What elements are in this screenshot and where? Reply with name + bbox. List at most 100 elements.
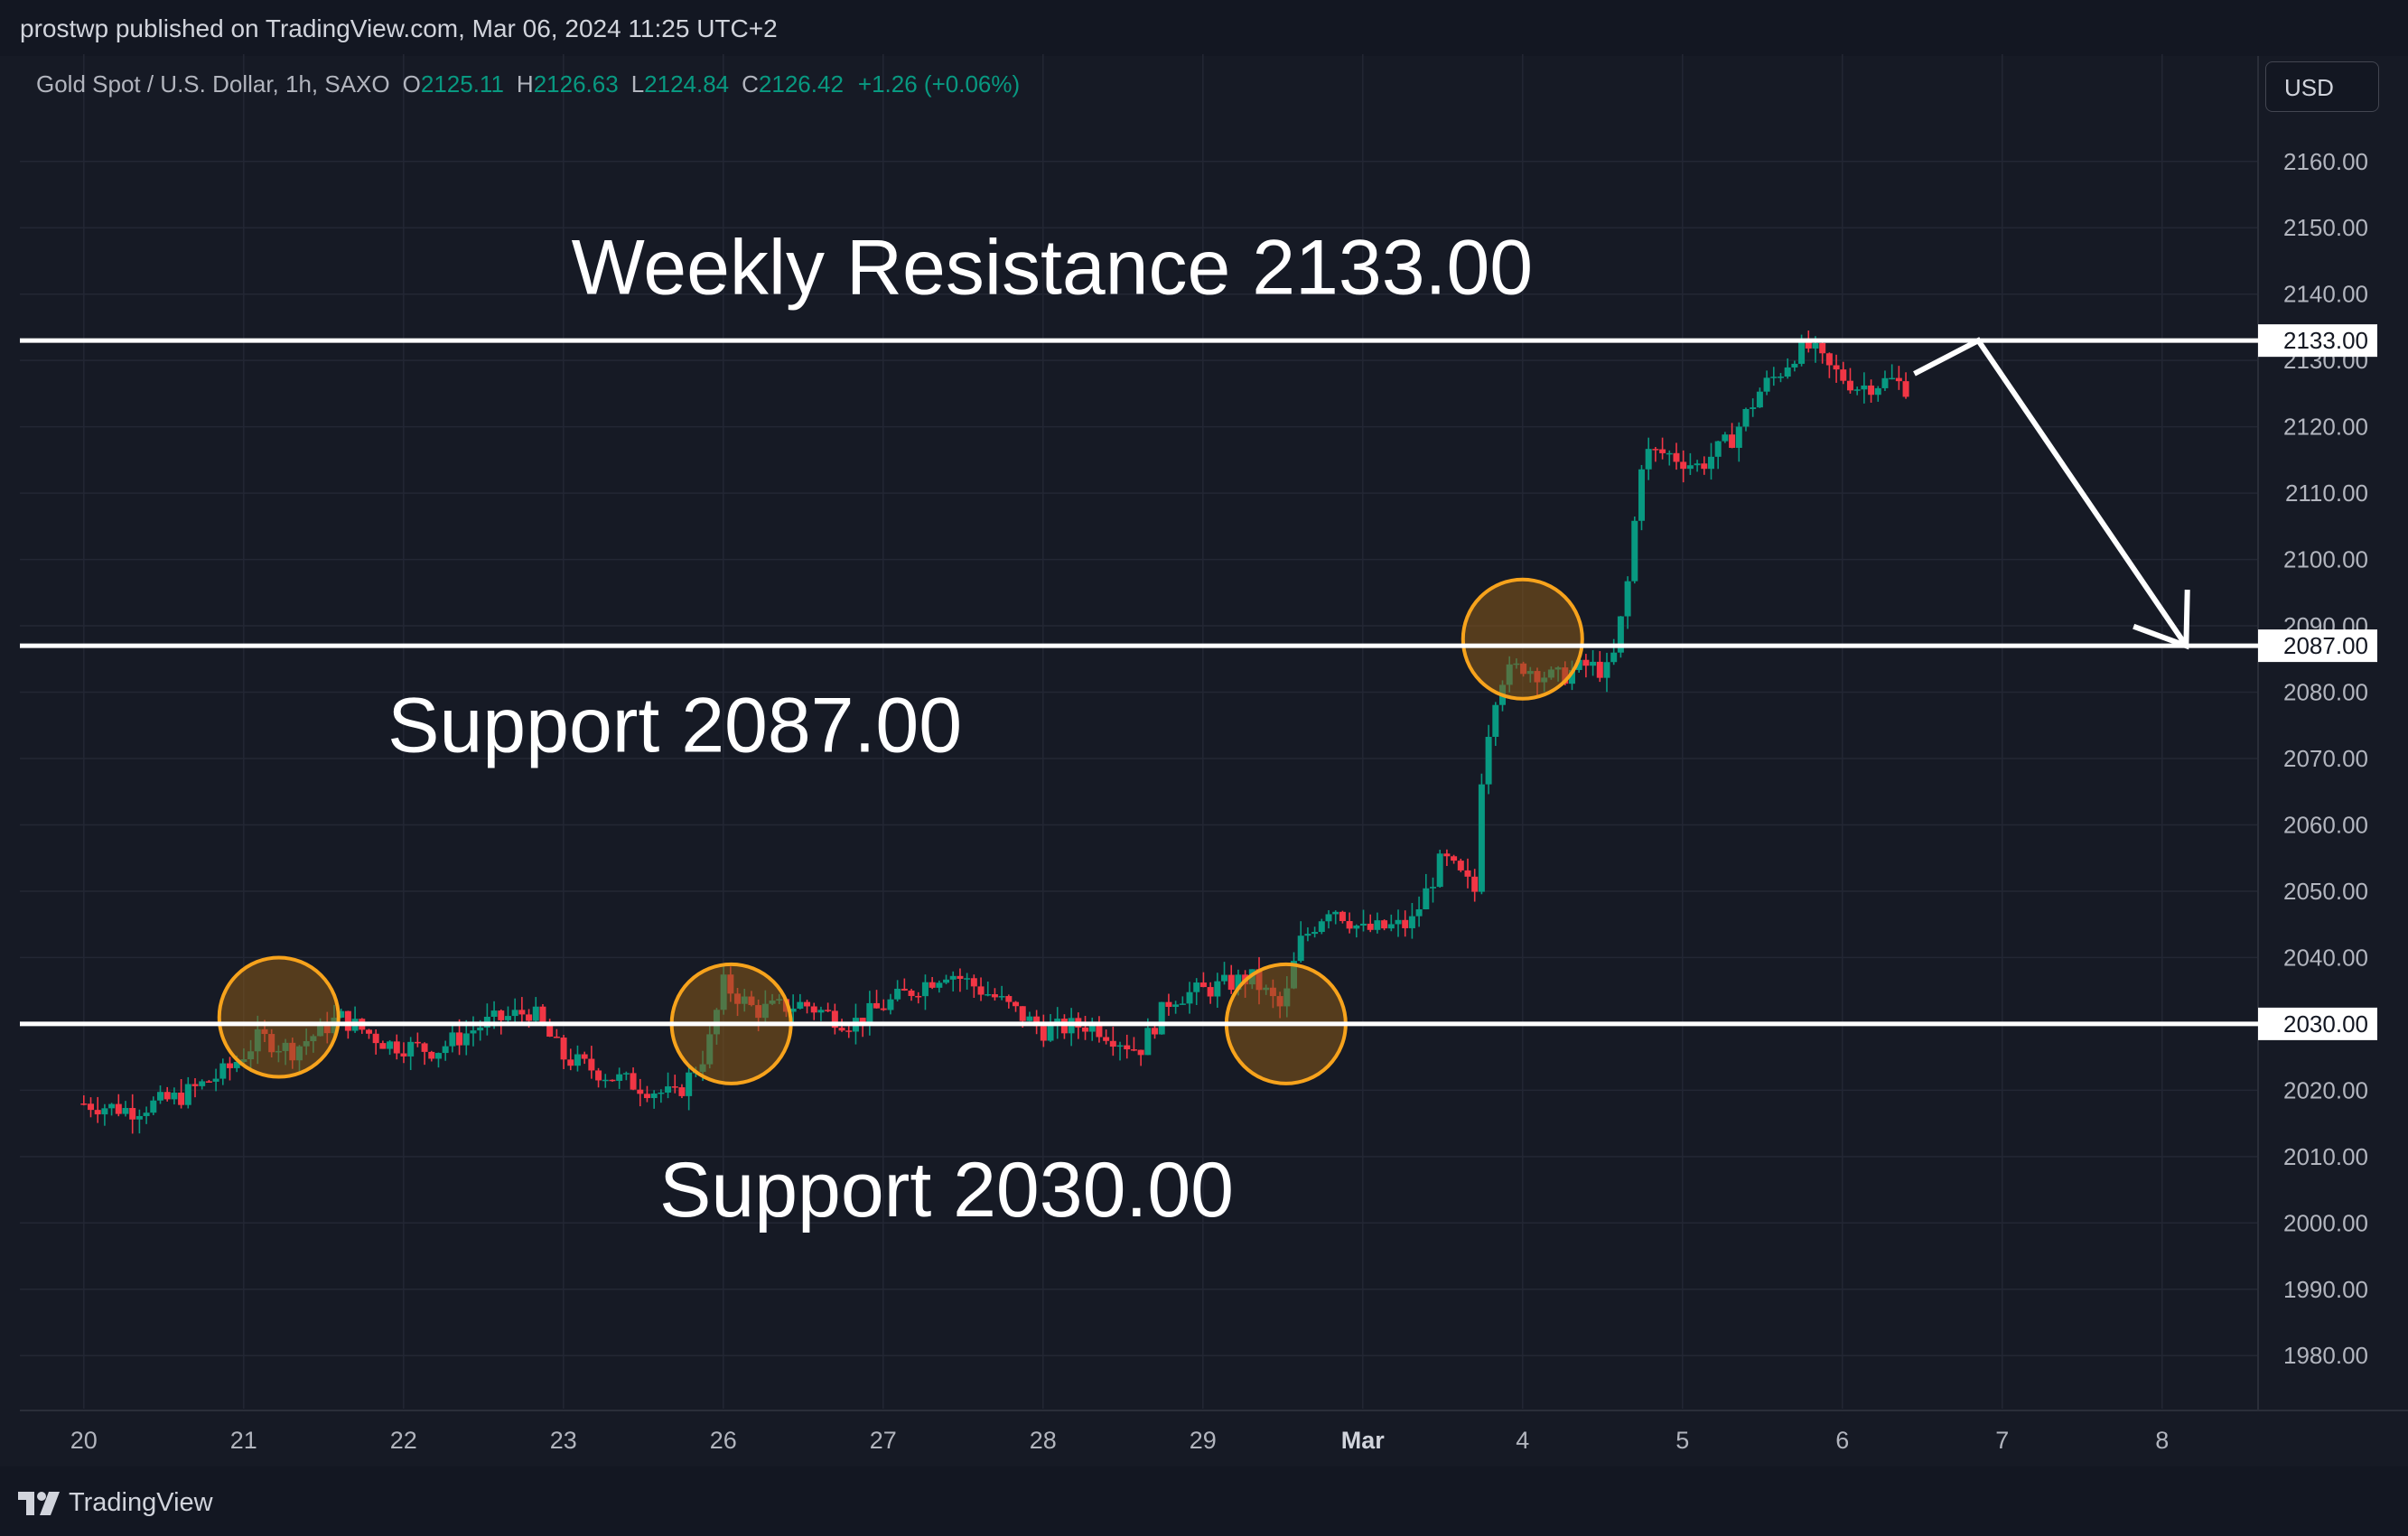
candle-body xyxy=(129,1108,136,1120)
candle xyxy=(80,1094,88,1106)
candle xyxy=(1374,912,1381,934)
candle-body xyxy=(921,982,929,997)
candle-body xyxy=(400,1053,407,1057)
candle-body xyxy=(901,988,908,991)
candle xyxy=(87,1097,94,1118)
candle-body xyxy=(539,1006,546,1024)
candle-body xyxy=(1451,856,1458,861)
candle-body xyxy=(567,1059,574,1066)
candle xyxy=(1457,858,1464,872)
candle-body xyxy=(1798,340,1806,364)
candle xyxy=(434,1052,442,1068)
candle-body xyxy=(1103,1037,1110,1041)
candle xyxy=(129,1094,136,1134)
price-tick-label: 2070.00 xyxy=(2283,745,2368,772)
candle xyxy=(191,1078,199,1098)
candle xyxy=(365,1029,372,1039)
candle-body xyxy=(1791,363,1798,368)
candle xyxy=(1742,407,1750,432)
candle xyxy=(1645,437,1652,480)
candle-body xyxy=(553,1036,560,1038)
tradingview-brand: TradingView xyxy=(69,1488,213,1517)
candle-body xyxy=(1596,661,1603,678)
candle-body xyxy=(957,975,964,979)
candle xyxy=(1714,441,1722,470)
candle xyxy=(1339,910,1346,924)
candle-body xyxy=(1645,449,1652,470)
candle xyxy=(1770,367,1778,386)
candle xyxy=(1304,926,1311,942)
candle-body xyxy=(1784,367,1791,377)
currency-button[interactable]: USD xyxy=(2265,61,2379,112)
candle-body xyxy=(1207,987,1214,997)
candle xyxy=(929,977,936,990)
candle-body xyxy=(1088,1022,1096,1032)
candle-body xyxy=(178,1092,185,1105)
candle-body xyxy=(532,1006,539,1021)
highlight-circle xyxy=(217,955,341,1079)
candle xyxy=(915,991,922,1004)
tradingview-logo[interactable]: TradingView xyxy=(18,1488,213,1518)
candle xyxy=(1415,896,1423,927)
candle-body xyxy=(546,1023,554,1037)
candle-body xyxy=(609,1079,616,1082)
candle xyxy=(1227,964,1235,994)
candle xyxy=(1791,360,1798,372)
candle xyxy=(1902,372,1909,399)
candle xyxy=(866,991,873,1036)
candle xyxy=(143,1106,150,1124)
candle xyxy=(1088,1017,1096,1041)
candle xyxy=(810,1002,817,1020)
candle xyxy=(393,1034,400,1060)
candle xyxy=(1332,910,1339,925)
candle xyxy=(650,1090,658,1109)
candle-body xyxy=(1812,342,1819,349)
candle xyxy=(1179,996,1186,1005)
time-tick-label: 8 xyxy=(2155,1427,2169,1454)
candle xyxy=(1756,387,1763,408)
time-tick-label: 27 xyxy=(870,1427,897,1454)
candle xyxy=(1889,364,1896,380)
candle xyxy=(1013,1001,1020,1012)
candle xyxy=(1443,849,1451,866)
candle xyxy=(1103,1029,1110,1045)
candle xyxy=(686,1064,693,1111)
candle xyxy=(887,993,894,1015)
candle xyxy=(1060,1014,1068,1039)
candle-body xyxy=(115,1103,122,1114)
candle-body xyxy=(1659,449,1666,453)
candle-body xyxy=(462,1033,470,1046)
candle-body xyxy=(1819,342,1826,354)
candle xyxy=(817,1006,825,1021)
candle-body xyxy=(1568,669,1575,684)
close-value: 2126.42 xyxy=(758,70,844,98)
candle xyxy=(1186,982,1193,1014)
candle-body xyxy=(1304,934,1311,936)
candle-body xyxy=(163,1092,171,1100)
candle xyxy=(1624,576,1631,629)
candle xyxy=(150,1096,157,1115)
candle-body xyxy=(1221,974,1228,982)
candle xyxy=(1680,450,1687,483)
candle-body xyxy=(1464,870,1471,877)
candle-body xyxy=(1130,1049,1137,1051)
candle xyxy=(1318,918,1325,935)
candle-body xyxy=(1666,452,1673,455)
candle-body xyxy=(1124,1045,1131,1050)
time-tick-label: 4 xyxy=(1516,1427,1529,1454)
candle-body xyxy=(1186,991,1193,1004)
candle-body xyxy=(1729,434,1736,448)
candle xyxy=(442,1040,449,1061)
candle-body xyxy=(894,988,901,1000)
open-value: 2125.11 xyxy=(420,70,504,98)
candle xyxy=(1158,1001,1165,1035)
candle-body xyxy=(1152,1028,1159,1035)
projection-arrow-line xyxy=(1913,337,2189,647)
candle-body xyxy=(442,1046,449,1054)
candle xyxy=(1193,978,1200,1005)
candle xyxy=(1596,651,1603,683)
candle-body xyxy=(637,1089,644,1094)
candle xyxy=(1881,370,1889,391)
price-tick-label: 2150.00 xyxy=(2283,214,2368,241)
